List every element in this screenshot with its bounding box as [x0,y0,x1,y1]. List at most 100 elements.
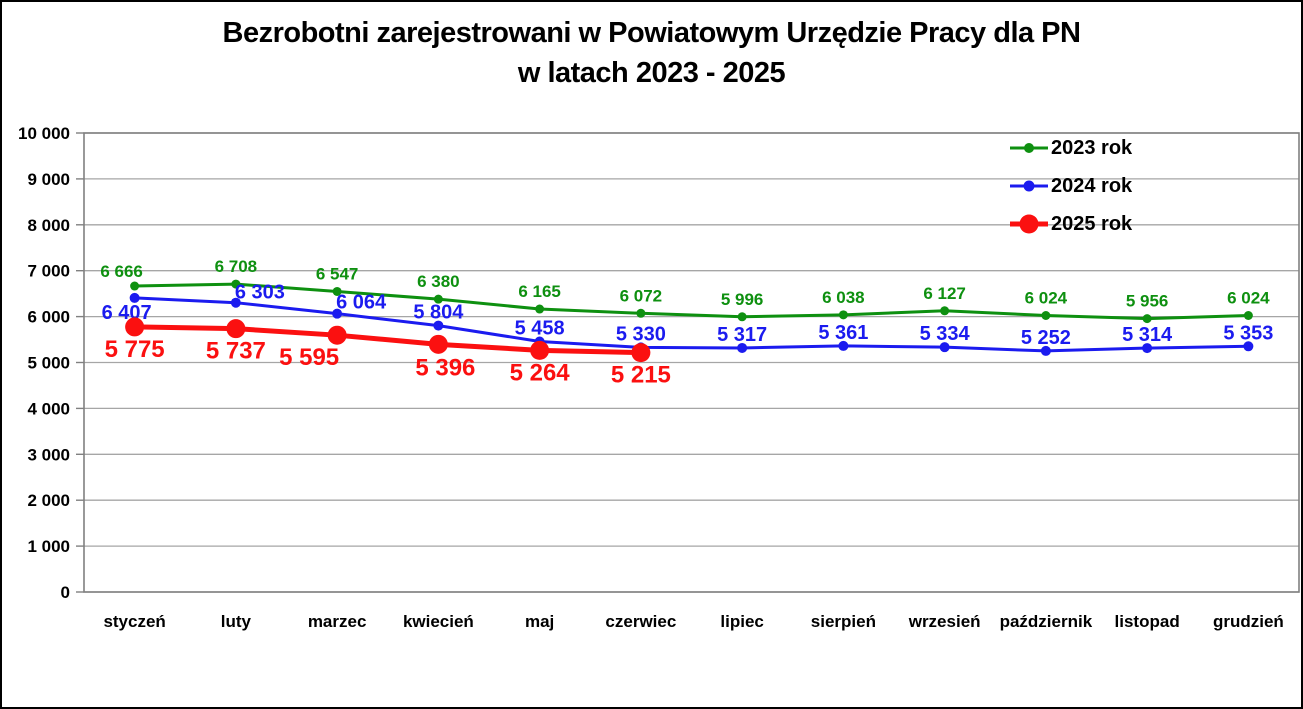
x-axis-label: kwiecień [403,612,474,631]
point-2023-rok-2 [332,286,342,296]
data-label-2023-rok-7: 6 038 [822,288,865,307]
x-axis-label: wrzesień [908,612,981,631]
data-label-2024-rok-1: 6 303 [235,282,285,304]
data-label-2024-rok-6: 5 317 [717,324,767,346]
y-tick-label: 1 000 [27,537,70,556]
point-2024-rok-0 [129,292,140,303]
legend-marker-icon [1010,212,1048,236]
data-label-2024-rok-0: 6 407 [102,302,152,324]
data-label-2023-rok-4: 6 165 [518,282,561,301]
data-label-2023-rok-9: 6 024 [1025,288,1068,307]
y-tick-label: 8 000 [27,216,70,235]
y-tick-label: 7 000 [27,262,70,281]
data-label-2025-rok-0: 5 775 [105,336,165,363]
data-label-2024-rok-8: 5 334 [920,323,971,345]
data-label-2024-rok-10: 5 314 [1122,324,1173,346]
point-2023-rok-7 [838,310,848,320]
data-label-2025-rok-2: 5 595 [279,344,339,371]
point-2024-rok-9 [1040,345,1051,356]
data-label-2025-rok-1: 5 737 [206,338,266,365]
point-2023-rok-8 [940,306,950,316]
y-tick-label: 5 000 [27,354,70,373]
data-label-2024-rok-9: 5 252 [1021,327,1071,349]
point-2024-rok-7 [838,340,849,351]
point-2023-rok-4 [535,304,545,314]
point-2024-rok-2 [332,308,343,319]
point-2024-rok-8 [939,342,950,353]
legend-label: 2023 rok [1051,136,1133,159]
legend-marker-icon [1010,174,1048,198]
chart-title-line1: Bezrobotni zarejestrowani w Powiatowym U… [222,17,1081,49]
point-2023-rok-11 [1243,310,1253,320]
point-2025-rok-1 [226,319,246,339]
legend: 2023 rok 2024 rok 2025 rok [1010,129,1132,243]
legend-item-2025-rok: 2025 rok [1010,205,1132,243]
series-line-2025-rok [132,324,644,356]
x-axis-label: czerwiec [605,612,676,631]
x-axis-label: sierpień [811,612,876,631]
legend-item-2024-rok: 2024 rok [1010,167,1132,205]
legend-label: 2025 rok [1051,212,1133,235]
data-label-2023-rok-8: 6 127 [923,284,966,303]
legend-marker-icon [1010,136,1048,160]
data-label-2025-rok-4: 5 264 [510,359,571,386]
point-2024-rok-10 [1142,343,1153,354]
point-2025-rok-0 [125,317,145,337]
series-line-2024-rok [133,296,1250,353]
point-2024-rok-3 [433,320,444,331]
data-label-2023-rok-10: 5 956 [1126,292,1169,311]
data-label-2024-rok-7: 5 361 [818,322,868,344]
series-line-2023-rok [133,282,1250,321]
legend-label: 2024 rok [1051,174,1133,197]
y-tick-label: 2 000 [27,491,70,510]
data-label-2024-rok-2: 6 064 [336,292,387,314]
x-axis-label: listopad [1115,612,1180,631]
data-label-2024-rok-5: 5 330 [616,323,666,345]
point-2023-rok-6 [737,312,747,322]
point-2025-rok-2 [327,325,347,345]
point-2024-rok-6 [737,342,748,353]
data-label-2023-rok-5: 6 072 [620,286,663,305]
point-2025-rok-3 [428,334,448,354]
legend-item-2023-rok: 2023 rok [1010,129,1132,167]
x-axis-label: październik [1000,612,1093,631]
y-tick-label: 10 000 [18,124,70,143]
data-label-2024-rok-4: 5 458 [515,317,565,339]
chart-title-line2: w latach 2023 - 2025 [517,57,786,89]
point-2024-rok-1 [230,297,241,308]
point-2023-rok-0 [130,281,140,291]
x-axis-label: luty [221,612,252,631]
point-2023-rok-9 [1041,310,1051,320]
x-axis-label: maj [525,612,554,631]
data-label-2023-rok-1: 6 708 [215,257,258,276]
point-2024-rok-11 [1243,341,1254,352]
data-label-2024-rok-11: 5 353 [1223,322,1273,344]
point-2023-rok-10 [1142,314,1152,324]
x-axis-label: lipiec [720,612,763,631]
data-label-2023-rok-6: 5 996 [721,290,764,309]
chart-title: Bezrobotni zarejestrowani w Powiatowym U… [2,13,1301,93]
x-axis-label: grudzień [1213,612,1284,631]
data-label-2023-rok-0: 6 666 [100,262,143,281]
y-tick-label: 9 000 [27,170,70,189]
x-axis-label: styczeń [103,612,165,631]
data-label-2023-rok-11: 6 024 [1227,288,1270,307]
y-tick-label: 4 000 [27,399,70,418]
point-2025-rok-4 [530,340,550,360]
point-2023-rok-1 [231,279,241,289]
point-2023-rok-5 [636,308,646,318]
y-tick-label: 3 000 [27,445,70,464]
x-axis-label: marzec [308,612,367,631]
y-tick-label: 6 000 [27,308,70,327]
plot-border [83,132,1300,593]
data-label-2025-rok-5: 5 215 [611,362,671,389]
data-label-2023-rok-3: 6 380 [417,272,460,291]
point-2025-rok-5 [631,343,651,363]
data-label-2024-rok-3: 5 804 [413,302,464,324]
data-label-2023-rok-2: 6 547 [316,264,359,283]
y-tick-label: 0 [61,583,70,602]
data-label-2025-rok-3: 5 396 [415,354,475,381]
point-2023-rok-3 [433,294,443,304]
